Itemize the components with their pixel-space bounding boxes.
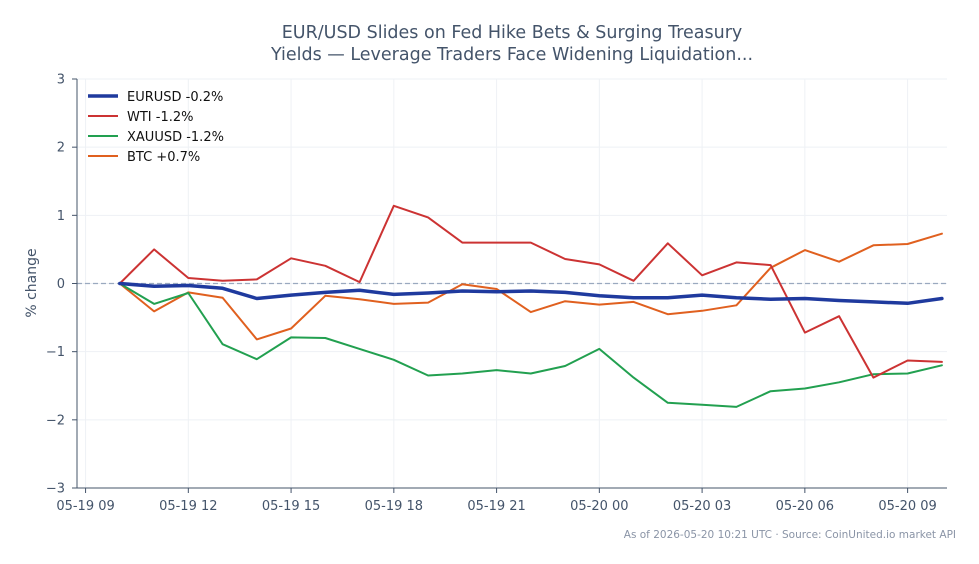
legend-label-eurusd: EURUSD -0.2% [127,90,223,105]
footer-source-note: As of 2026-05-20 10:21 UTC · Source: Coi… [624,529,956,541]
series-line-xauusd [118,282,943,408]
chart-title-line-2: Yields — Leverage Traders Face Widening … [270,45,753,65]
legend: EURUSD -0.2% WTI -1.2% XAUUSD -1.2% BTC +0.… [88,90,224,165]
x-tick-label: 05-19 09 [56,499,114,514]
y-tick-label: 3 [57,73,65,88]
y-tick-label: 2 [57,141,65,156]
legend-label-btc: BTC +0.7% [127,150,200,165]
legend-label-wti: WTI -1.2% [127,110,193,125]
x-tick-label: 05-20 09 [878,499,936,514]
x-ticks: 05-19 09 05-19 12 05-19 15 05-19 18 05-19 21… [56,488,937,514]
legend-label-xauusd: XAUUSD -1.2% [127,130,224,145]
x-tick-label: 05-19 12 [159,499,217,514]
x-tick-label: 05-20 06 [776,499,834,514]
chart-title-line-1: EUR/USD Slides on Fed Hike Bets & Surgin… [282,23,743,43]
y-tick-label: 1 [57,209,65,224]
x-tick-label: 05-19 15 [262,499,320,514]
y-axis-label: % change [24,248,40,317]
series-line-btc [118,232,943,341]
x-tick-label: 05-20 03 [673,499,731,514]
series-line-wti [118,204,943,379]
series-line-eurusd [118,281,944,306]
x-tick-label: 05-20 00 [570,499,628,514]
series-layer [118,204,944,408]
y-tick-label: −2 [46,413,65,428]
y-tick-label: −3 [46,482,65,497]
y-tick-label: −1 [46,345,65,360]
x-tick-label: 05-19 21 [467,499,525,514]
y-ticks: 3 2 1 0 −1 −2 −3 [46,73,77,497]
x-tick-label: 05-19 18 [365,499,423,514]
y-tick-label: 0 [57,277,65,292]
